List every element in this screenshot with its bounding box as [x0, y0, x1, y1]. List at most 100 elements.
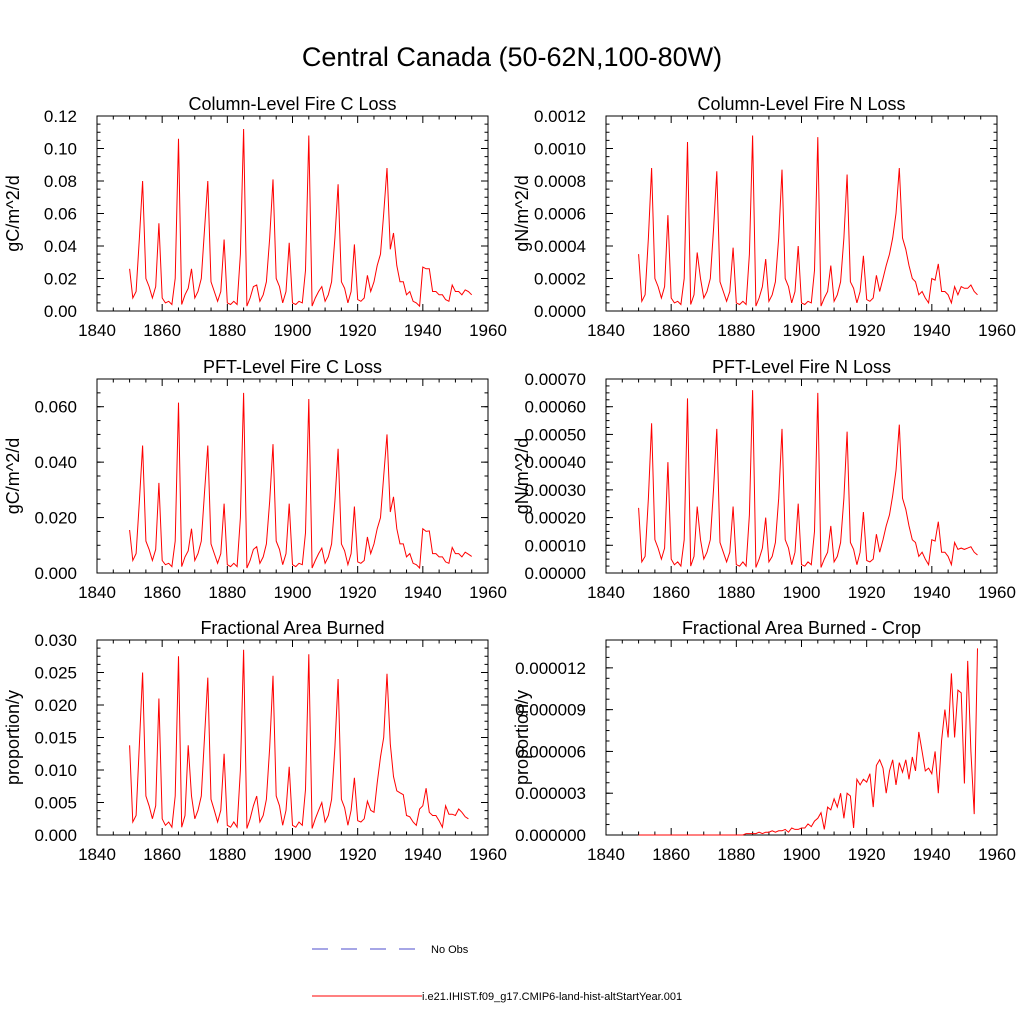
x-tick-label: 1960: [978, 583, 1016, 602]
x-tick-label: 1940: [404, 321, 442, 340]
chart-panel: Column-Level Fire N Loss gN/m^2/d 1840 1860…: [512, 94, 1016, 340]
x-tick-label: 1880: [208, 845, 246, 864]
x-tick-label: 1940: [913, 583, 951, 602]
y-tick-label: 0.030: [34, 631, 77, 650]
y-tick-label: 0.000000: [515, 826, 586, 845]
series-line: [129, 128, 473, 308]
x-tick-label: 1880: [208, 583, 246, 602]
chart-panel: PFT-Level Fire C Loss gC/m^2/d 1840 1860 188…: [3, 357, 507, 602]
x-tick-label: 1900: [783, 321, 821, 340]
x-tick-label: 1960: [469, 321, 507, 340]
x-tick-label: 1960: [978, 845, 1016, 864]
panels: Column-Level Fire C Loss gC/m^2/d 1840 1860…: [3, 94, 1016, 864]
y-tick-label: 0.00060: [525, 398, 586, 417]
chart-panel: Column-Level Fire C Loss gC/m^2/d 1840 1860…: [3, 94, 507, 340]
y-tick-label: 0.00050: [525, 425, 586, 444]
x-tick-label: 1900: [783, 845, 821, 864]
y-tick-label: 0.0010: [534, 140, 586, 159]
panel-title: Fractional Area Burned - Crop: [682, 618, 921, 638]
x-tick-label: 1940: [404, 845, 442, 864]
y-tick-label: 0.015: [34, 729, 77, 748]
y-tick-label: 0.040: [34, 453, 77, 472]
x-tick-label: 1960: [469, 583, 507, 602]
y-axis-label: gN/m^2/d: [512, 438, 532, 514]
x-tick-label: 1840: [78, 321, 116, 340]
x-tick-label: 1860: [143, 321, 181, 340]
y-tick-label: 0.060: [34, 398, 77, 417]
x-tick-label: 1840: [78, 845, 116, 864]
panel-title: Fractional Area Burned: [200, 618, 384, 638]
x-tick-label: 1940: [404, 583, 442, 602]
x-tick-label: 1960: [978, 321, 1016, 340]
y-axis-label: gC/m^2/d: [3, 175, 23, 251]
x-tick-label: 1840: [587, 321, 625, 340]
x-tick-label: 1920: [339, 321, 377, 340]
y-tick-label: 0.000009: [515, 701, 586, 720]
panel-title: PFT-Level Fire C Loss: [203, 357, 382, 377]
x-tick-label: 1840: [587, 845, 625, 864]
y-tick-label: 0.0006: [534, 205, 586, 224]
x-tick-label: 1840: [78, 583, 116, 602]
x-tick-label: 1940: [913, 845, 951, 864]
y-tick-label: 0.005: [34, 794, 77, 813]
figure-title: Central Canada (50-62N,100-80W): [302, 42, 722, 72]
x-tick-label: 1860: [652, 321, 690, 340]
x-tick-label: 1920: [848, 321, 886, 340]
y-tick-label: 0.0008: [534, 172, 586, 191]
y-tick-label: 0.12: [44, 107, 77, 126]
y-tick-label: 0.0000: [534, 302, 586, 321]
y-axis-label: gC/m^2/d: [3, 438, 23, 514]
x-tick-label: 1880: [208, 321, 246, 340]
series-line: [638, 135, 978, 307]
x-tick-label: 1960: [469, 845, 507, 864]
x-tick-label: 1860: [652, 845, 690, 864]
y-tick-label: 0.025: [34, 664, 77, 683]
x-tick-label: 1860: [143, 845, 181, 864]
x-tick-label: 1920: [848, 845, 886, 864]
y-axis-label: proportion/y: [512, 690, 532, 785]
y-tick-label: 0.00010: [525, 536, 586, 555]
series-line: [638, 648, 978, 836]
y-tick-label: 0.00000: [525, 564, 586, 583]
y-tick-label: 0.00070: [525, 370, 586, 389]
chart-panel: Fractional Area Burned proportion/y 1840 18…: [3, 618, 507, 864]
y-tick-label: 0.000: [34, 826, 77, 845]
y-tick-label: 0.06: [44, 205, 77, 224]
y-axis-label: gN/m^2/d: [512, 175, 532, 251]
y-tick-label: 0.020: [34, 696, 77, 715]
series-line: [638, 390, 978, 568]
panel-title: Column-Level Fire C Loss: [188, 94, 396, 114]
x-tick-label: 1860: [652, 583, 690, 602]
series-line: [129, 392, 472, 570]
y-tick-label: 0.000: [34, 564, 77, 583]
x-tick-label: 1900: [274, 583, 312, 602]
y-tick-label: 0.010: [34, 761, 77, 780]
y-tick-label: 0.0012: [534, 107, 586, 126]
x-tick-label: 1840: [587, 583, 625, 602]
x-tick-label: 1880: [717, 321, 755, 340]
x-tick-label: 1900: [783, 583, 821, 602]
x-tick-label: 1920: [339, 845, 377, 864]
y-axis-label: proportion/y: [3, 690, 23, 785]
x-tick-label: 1880: [717, 845, 755, 864]
x-tick-label: 1920: [339, 583, 377, 602]
y-tick-label: 0.000006: [515, 742, 586, 761]
x-tick-label: 1900: [274, 845, 312, 864]
y-tick-label: 0.10: [44, 140, 77, 159]
legend-obs-label: No Obs: [431, 944, 469, 956]
x-tick-label: 1880: [717, 583, 755, 602]
y-tick-label: 0.0004: [534, 237, 586, 256]
y-tick-label: 0.04: [44, 237, 77, 256]
legend: No Obs i.e21.IHIST.f09_g17.CMIP6-land-hi…: [312, 944, 682, 1003]
legend-model-label: i.e21.IHIST.f09_g17.CMIP6-land-hist-altS…: [422, 991, 682, 1003]
y-tick-label: 0.0002: [534, 270, 586, 289]
y-tick-label: 0.00040: [525, 453, 586, 472]
chart-panel: Fractional Area Burned - Crop proportion/…: [512, 618, 1016, 864]
x-tick-label: 1860: [143, 583, 181, 602]
x-tick-label: 1920: [848, 583, 886, 602]
y-tick-label: 0.02: [44, 270, 77, 289]
panel-title: Column-Level Fire N Loss: [697, 94, 905, 114]
x-tick-label: 1940: [913, 321, 951, 340]
panel-title: PFT-Level Fire N Loss: [712, 357, 891, 377]
